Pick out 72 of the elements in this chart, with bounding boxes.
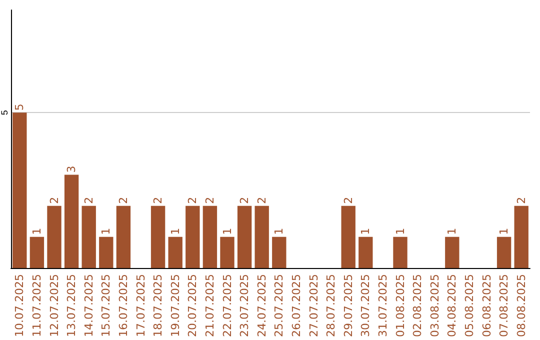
x-tick-label: 06.08.2025 <box>480 274 494 338</box>
data-label: 1 <box>220 228 234 235</box>
x-tick-label: 03.08.2025 <box>428 274 442 338</box>
x-tick-label: 24.07.2025 <box>255 274 268 338</box>
x-tick-label: 02.08.2025 <box>411 274 424 338</box>
data-label: 2 <box>342 196 355 204</box>
bar <box>30 236 44 268</box>
bar <box>186 206 200 268</box>
bar <box>220 236 234 268</box>
bar <box>12 112 27 268</box>
data-label: 2 <box>238 196 252 204</box>
data-label: 2 <box>48 196 61 204</box>
data-label: 1 <box>394 228 407 235</box>
data-label: 2 <box>514 196 528 204</box>
x-tick-label: 19.07.2025 <box>168 274 182 338</box>
x-tick-label: 13.07.2025 <box>65 274 78 338</box>
x-tick-label: 28.07.2025 <box>324 274 338 338</box>
x-tick-label: 22.07.2025 <box>220 274 234 338</box>
x-tick-label: 29.07.2025 <box>342 274 355 338</box>
x-tick-label: 16.07.2025 <box>116 274 130 338</box>
x-tick-label: 18.07.2025 <box>152 274 165 338</box>
bar <box>393 236 408 268</box>
bar <box>341 206 356 268</box>
data-label: 1 <box>498 228 511 235</box>
x-tick-label: 26.07.2025 <box>290 274 303 338</box>
bar <box>358 236 373 268</box>
bar <box>82 206 96 268</box>
x-tick-label: 27.07.2025 <box>307 274 320 338</box>
bar <box>272 236 286 268</box>
data-label: 1 <box>100 228 113 235</box>
bar <box>445 236 460 268</box>
bar <box>150 206 166 268</box>
x-tick-label: 08.08.2025 <box>514 274 528 338</box>
data-label: 1 <box>272 228 286 235</box>
data-label: 5 <box>0 110 10 116</box>
bar <box>202 206 218 268</box>
data-label: 1 <box>30 228 44 235</box>
bar <box>496 236 512 268</box>
data-label: 2 <box>255 196 268 204</box>
bar <box>514 206 528 268</box>
data-label: 2 <box>82 196 96 204</box>
bar <box>64 174 79 268</box>
data-label: 3 <box>65 166 78 173</box>
data-label: 1 <box>168 228 182 235</box>
x-tick-label: 17.07.2025 <box>134 274 148 338</box>
x-tick-label: 31.07.2025 <box>376 274 390 338</box>
x-tick-label: 11.07.2025 <box>30 274 44 338</box>
data-label: 2 <box>116 196 130 204</box>
bar <box>168 236 182 268</box>
x-tick-label: 14.07.2025 <box>82 274 96 338</box>
x-tick-label: 20.07.2025 <box>186 274 200 338</box>
x-tick-label: 12.07.2025 <box>48 274 61 338</box>
bar <box>99 236 114 268</box>
bar <box>116 206 131 268</box>
x-tick-label: 10.07.2025 <box>13 274 26 338</box>
bar <box>237 206 252 268</box>
data-label: 1 <box>446 228 459 235</box>
x-tick-label: 25.07.2025 <box>272 274 286 338</box>
bar <box>254 206 269 268</box>
x-tick-label: 04.08.2025 <box>446 274 459 338</box>
x-tick-label: 21.07.2025 <box>203 274 216 338</box>
bar <box>47 206 62 268</box>
x-tick-label: 07.08.2025 <box>498 274 511 338</box>
x-tick-label: 15.07.2025 <box>100 274 113 338</box>
data-label: 1 <box>359 228 372 235</box>
data-label: 2 <box>152 196 165 204</box>
x-tick-label: 01.08.2025 <box>394 274 407 338</box>
data-label: 2 <box>203 196 216 204</box>
data-label: 2 <box>186 196 200 204</box>
x-tick-label: 30.07.2025 <box>359 274 372 338</box>
x-tick-label: 23.07.2025 <box>238 274 252 338</box>
x-tick-label: 05.08.2025 <box>462 274 476 338</box>
